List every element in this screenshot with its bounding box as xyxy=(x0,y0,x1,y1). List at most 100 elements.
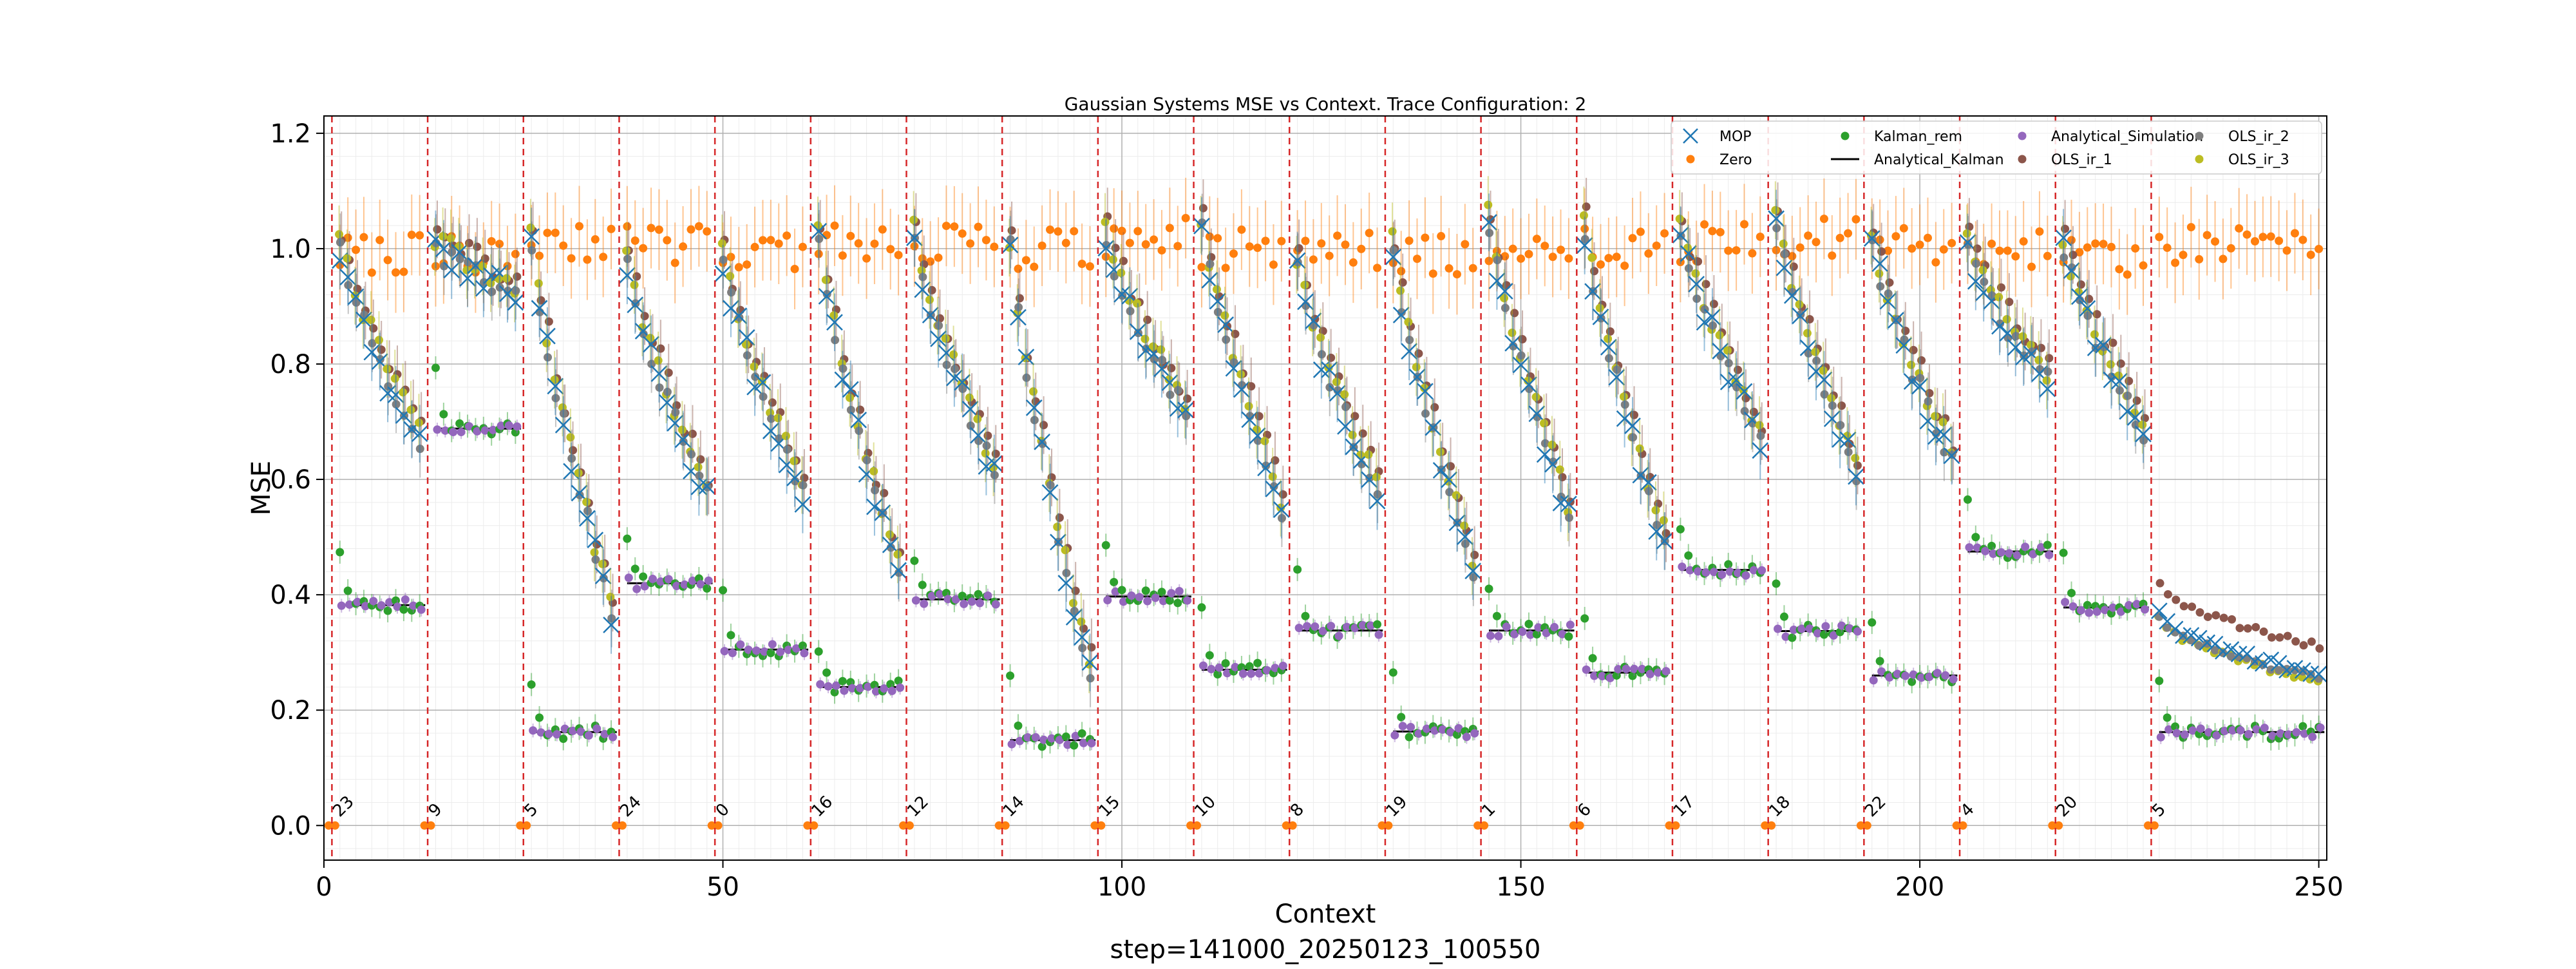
analytical-simulation-point xyxy=(1853,627,1862,636)
zero-point xyxy=(611,821,620,830)
analytical-simulation-point xyxy=(1678,562,1687,571)
x-tick-label: 50 xyxy=(706,872,739,902)
analytical-simulation-point xyxy=(1869,676,1878,685)
zero-point xyxy=(1125,238,1134,247)
mop-marker xyxy=(1464,562,1482,580)
analytical-simulation-point xyxy=(1071,731,1080,740)
analytical-simulation-point xyxy=(1247,669,1256,678)
analytical-simulation-point xyxy=(688,576,697,585)
ols-ir-3-point xyxy=(414,418,423,427)
ols-ir-2-point xyxy=(1166,390,1175,399)
analytical-simulation-point xyxy=(2196,724,2205,733)
kalman-rem-point xyxy=(623,534,632,543)
zero-point xyxy=(1761,821,1770,830)
analytical-simulation-point xyxy=(896,683,905,692)
ols-ir-1-point xyxy=(2188,602,2197,611)
kalman-rem-point xyxy=(1779,612,1788,621)
analytical-simulation-point xyxy=(920,599,929,608)
zero-point xyxy=(1117,226,1126,235)
zero-point xyxy=(679,242,688,251)
ols-ir-1-point xyxy=(991,449,1000,458)
mop-marker xyxy=(1576,237,1593,254)
mop-marker xyxy=(594,568,612,584)
mop-marker xyxy=(2063,262,2080,279)
analytical-simulation-point xyxy=(600,729,609,738)
zero-point xyxy=(1732,246,1741,255)
zero-point xyxy=(522,821,531,830)
analytical-simulation-point xyxy=(880,684,889,693)
mop-marker xyxy=(1815,371,1833,389)
zero-point xyxy=(743,260,752,269)
ols-ir-3-point xyxy=(1539,419,1548,428)
analytical-simulation-point xyxy=(1566,620,1575,629)
mop-marker xyxy=(906,229,923,247)
analytical-simulation-point xyxy=(1734,568,1743,577)
mop-marker xyxy=(1624,417,1641,434)
zero-point xyxy=(1288,821,1297,830)
ols-ir-3-point xyxy=(1819,366,1828,375)
mop-marker xyxy=(1289,252,1306,269)
analytical-simulation-point xyxy=(1374,630,1383,639)
mop-marker xyxy=(627,296,644,314)
zero-point xyxy=(1405,236,1414,245)
zero-point xyxy=(1261,236,1270,245)
ols-ir-2-point xyxy=(1644,486,1653,495)
analytical-simulation-point xyxy=(1662,667,1671,676)
kalman-rem-point xyxy=(392,596,401,605)
zero-point xyxy=(1282,821,1291,830)
analytical-simulation-point xyxy=(465,422,474,431)
analytical-simulation-point xyxy=(1813,629,1822,638)
mop-marker xyxy=(1768,210,1785,227)
zero-point xyxy=(426,821,435,830)
zero-point xyxy=(1357,244,1366,253)
ols-ir-1-point xyxy=(2299,641,2308,650)
zero-point xyxy=(399,267,408,276)
ols-ir-2-point xyxy=(751,372,760,381)
analytical-simulation-point xyxy=(1558,629,1567,638)
analytical-simulation-point xyxy=(1294,624,1303,633)
ols-ir-1-point xyxy=(1694,257,1703,266)
analytical-simulation-point xyxy=(927,591,936,600)
ols-ir-2-point xyxy=(799,481,808,490)
analytical-simulation-point xyxy=(409,601,418,610)
ols-ir-1-point xyxy=(1605,327,1615,336)
kalman-rem-point xyxy=(822,668,831,677)
zero-point xyxy=(639,244,648,253)
ols-ir-1-point xyxy=(1901,326,1910,335)
ols-ir-1-point xyxy=(2219,613,2228,622)
analytical-simulation-point xyxy=(2316,723,2325,732)
ols-ir-1-point xyxy=(2179,602,2188,611)
ols-ir-3-point xyxy=(821,275,830,284)
ols-ir-3-point xyxy=(1372,472,1381,481)
zero-point xyxy=(1030,262,1039,271)
ols-ir-2-point xyxy=(1900,335,1909,344)
mop-marker xyxy=(2007,339,2024,356)
zero-point xyxy=(1309,255,1318,264)
mop-marker xyxy=(1297,293,1314,311)
zero-point xyxy=(559,241,568,250)
kalman-rem-point xyxy=(1197,603,1206,612)
zero-point xyxy=(1269,260,1278,269)
analytical-simulation-point xyxy=(2069,602,2078,611)
analytical-simulation-point xyxy=(536,728,545,737)
legend-label-ols-ir-3: OLS_ir_3 xyxy=(2228,152,2289,168)
analytical-simulation-point xyxy=(1015,736,1024,745)
analytical-simulation-point xyxy=(1334,631,1343,640)
zero-point xyxy=(2003,246,2012,255)
zero-point xyxy=(1852,215,1861,224)
segment-label: 24 xyxy=(616,792,645,821)
zero-point xyxy=(1473,821,1482,830)
zero-point xyxy=(774,239,783,248)
mop-marker xyxy=(1640,474,1657,491)
ols-ir-1-point xyxy=(2116,359,2125,368)
zero-point xyxy=(1054,227,1063,236)
analytical-simulation-point xyxy=(887,686,896,695)
analytical-simulation-point xyxy=(1327,622,1336,631)
ols-ir-3-point xyxy=(677,425,687,434)
mop-marker xyxy=(842,381,859,398)
zero-point xyxy=(1995,246,2004,255)
ols-ir-1-point xyxy=(2108,338,2117,347)
ols-ir-1-point xyxy=(2092,310,2101,319)
analytical-simulation-point xyxy=(1462,733,1471,742)
